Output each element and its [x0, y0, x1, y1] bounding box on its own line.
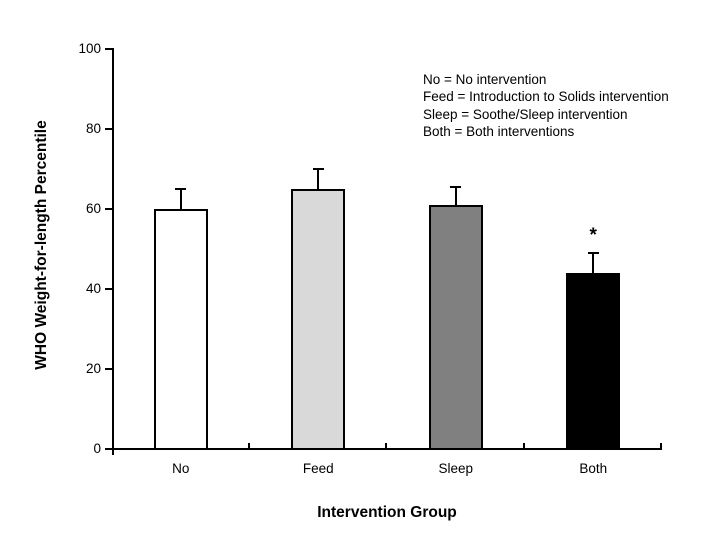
significance-asterisk: *	[589, 225, 597, 246]
error-bar-cap	[450, 186, 462, 188]
error-bar-line	[592, 253, 595, 273]
y-tick-label: 100	[78, 41, 101, 56]
legend-line-sleep: Sleep = Soothe/Sleep intervention	[423, 106, 628, 122]
legend-note: No = No intervention Feed = Introduction…	[423, 71, 669, 141]
y-tick-label: 40	[85, 281, 101, 296]
error-bar-cap	[587, 252, 599, 254]
y-axis-tick	[105, 288, 112, 290]
legend-line-both: Both = Both interventions	[423, 124, 575, 140]
legend-line-feed: Feed = Introduction to Solids interventi…	[423, 89, 669, 105]
x-axis-tick	[385, 443, 387, 450]
y-axis-line	[112, 48, 114, 455]
bar-feed	[291, 189, 346, 450]
bar-no	[153, 209, 208, 450]
x-axis-title: Intervention Group	[317, 504, 457, 521]
y-axis-tick	[105, 448, 112, 450]
x-axis-tick	[523, 443, 525, 450]
y-axis-tick	[105, 48, 112, 50]
bar-both	[566, 273, 621, 450]
error-bar-cap	[175, 188, 187, 190]
error-bar-line	[454, 187, 457, 205]
y-axis-tick	[105, 208, 112, 210]
y-axis-tick	[105, 128, 112, 130]
x-axis-tick	[248, 443, 250, 450]
x-category-label: No	[172, 461, 190, 476]
legend-line-no: No = No intervention	[423, 72, 547, 87]
y-tick-label: 0	[93, 441, 101, 456]
x-category-label: Sleep	[438, 461, 474, 476]
x-axis-line	[112, 448, 662, 450]
error-bar-cap	[312, 168, 324, 170]
bar-sleep	[428, 205, 483, 450]
x-category-label: Both	[579, 461, 608, 476]
x-axis-tick	[660, 443, 662, 450]
x-category-label: Feed	[302, 461, 334, 476]
error-bar-line	[179, 189, 182, 209]
y-tick-label: 20	[85, 361, 101, 376]
y-axis-tick	[105, 368, 112, 370]
y-tick-label: 60	[85, 201, 101, 216]
y-tick-label: 80	[85, 121, 101, 136]
error-bar-line	[317, 169, 320, 189]
